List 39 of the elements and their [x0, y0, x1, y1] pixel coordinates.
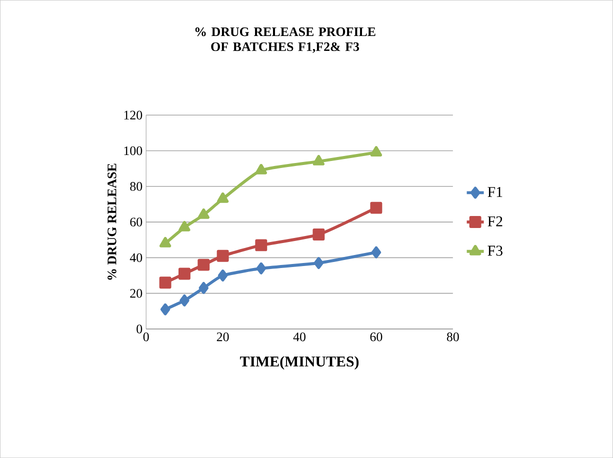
point [256, 262, 266, 274]
x-tick-label: 20 [216, 332, 229, 342]
y-tick-label: 80 [130, 182, 142, 191]
point [198, 258, 210, 271]
y-tick-label: 60 [130, 218, 142, 226]
point [159, 276, 172, 289]
y-tick-label: 40 [130, 253, 142, 262]
y-tick-label: 0 [136, 324, 142, 334]
point [160, 303, 170, 316]
point [312, 154, 324, 166]
y-axis-title: % DRUG RELEASE [108, 164, 116, 280]
x-tick-label: 80 [446, 332, 459, 342]
y-tick-label: 100 [124, 146, 142, 156]
x-axis-title: TIME(MINUTES) [240, 356, 359, 370]
point [180, 294, 190, 306]
legend-label: F2 [488, 216, 502, 226]
point [255, 239, 268, 252]
point [198, 282, 208, 294]
point [370, 202, 382, 214]
x-tick-label: 0 [143, 332, 149, 342]
point [216, 250, 229, 262]
point [312, 228, 325, 240]
y-tick-label: 20 [130, 288, 142, 298]
point [371, 246, 382, 258]
point [159, 236, 172, 248]
x-tick-label: 60 [370, 332, 382, 342]
point [255, 164, 267, 174]
point [370, 146, 382, 156]
point [178, 268, 190, 280]
y-tick-label: 120 [124, 110, 142, 120]
point [198, 208, 210, 219]
point [217, 192, 229, 203]
x-tick-label: 40 [293, 332, 306, 342]
legend-label: F1 [488, 186, 502, 197]
point [218, 269, 228, 282]
point [178, 220, 190, 232]
chart-title: % DRUG RELEASE PROFILE OF BATCHES F1,F2& F3 [195, 27, 376, 53]
legend-label: F3 [488, 246, 502, 256]
point [314, 257, 324, 269]
